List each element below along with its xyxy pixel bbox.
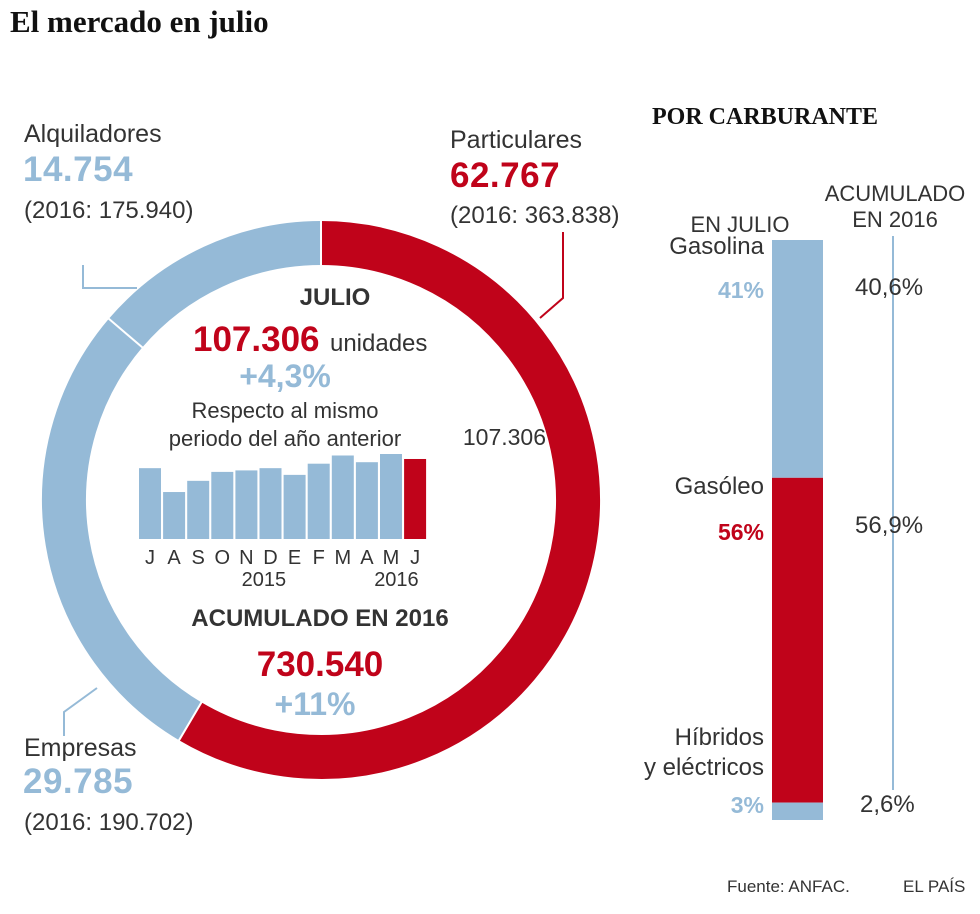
year-label-2016: 2016 [374, 569, 419, 591]
fuel-julio-gasolina: 41% [717, 277, 764, 303]
col-header-julio: EN JULIO [690, 212, 790, 237]
fuel-segment-hibridos [772, 802, 823, 820]
respecto-text: Respecto al mismo periodo del año anteri… [140, 397, 430, 453]
month-tick-label: M [383, 547, 400, 569]
col-header-acumulado: ACUMULADO EN 2016 [815, 181, 975, 233]
value-particulares: 62.767 [450, 156, 561, 195]
month-bar [235, 470, 258, 539]
highlight-bar-label: 107.306 [463, 424, 546, 450]
fuel-name-hibridos: Híbridos y eléctricos [560, 723, 764, 783]
leader-lines [63, 236, 894, 790]
month-bar [355, 462, 378, 539]
month-tick-label: M [334, 547, 351, 569]
month-bar [187, 480, 210, 539]
leader-particulares [539, 232, 564, 319]
col-header-acumulado-line-1: ACUMULADO [824, 181, 966, 206]
month-tick-label: S [192, 547, 205, 569]
footer-brand: EL PAÍS [903, 877, 966, 896]
fuel-name-hibridos-line-1: Híbridos [674, 724, 764, 751]
julio-total-row: 107.306 unidades [193, 320, 427, 360]
fuel-julio-gasoleo: 56% [717, 519, 764, 545]
respecto-line-1: Respecto al mismo [191, 398, 379, 423]
month-bar [283, 474, 306, 539]
fuel-acumulado-gasoleo: 56,9% [855, 512, 924, 539]
month-bar [211, 471, 234, 539]
month-bar [404, 458, 427, 539]
year-label-2015: 2015 [242, 569, 287, 591]
label-particulares: Particulares [450, 126, 582, 154]
value-empresas: 29.785 [23, 762, 134, 801]
col-header-acumulado-line-2: EN 2016 [852, 207, 938, 232]
month-bar [259, 468, 282, 539]
fuel-subtitle: POR CARBURANTE [652, 104, 879, 130]
julio-heading: JULIO [299, 284, 371, 311]
month-tick-label: O [215, 547, 231, 569]
fuel-acumulado-hibridos: 2,6% [860, 791, 915, 818]
month-tick-label: D [263, 547, 277, 569]
acumulado-total: 730.540 [256, 645, 384, 684]
leader-alquiladores [82, 265, 137, 289]
month-bar [163, 492, 186, 539]
prev-empresas: (2016: 190.702) [24, 809, 194, 836]
month-tick-label: A [360, 547, 374, 569]
month-tick-label: A [167, 547, 181, 569]
donut-chart [42, 220, 600, 779]
unidades-label: unidades [329, 330, 428, 357]
fuel-acumulado-gasolina: 40,6% [855, 274, 924, 301]
month-tick-label: E [288, 547, 301, 569]
label-alquiladores: Alquiladores [24, 120, 162, 148]
fuel-name-hibridos-line-2: y eléctricos [643, 754, 764, 781]
fuel-julio-hibridos: 3% [730, 792, 764, 818]
fuel-stacked-bar [772, 240, 823, 820]
value-alquiladores: 14.754 [23, 150, 134, 189]
month-bar [307, 463, 330, 539]
donut-slice-empresas [42, 318, 202, 741]
month-bar [380, 454, 402, 539]
footer-source: Fuente: ANFAC. [727, 877, 850, 896]
month-bar [139, 468, 161, 539]
leader-empresas [63, 687, 98, 736]
donut-slice-particulares [179, 221, 600, 779]
donut-separator [107, 317, 144, 349]
acumulado-heading: ACUMULADO EN 2016 [191, 605, 449, 632]
respecto-line-2: periodo del año anterior [168, 426, 402, 451]
fuel-name-gasolina: Gasolina [669, 233, 764, 260]
fuel-name-gasoleo: Gasóleo [674, 473, 764, 500]
fuel-segment-gasoleo [772, 477, 823, 803]
label-empresas: Empresas [24, 734, 137, 762]
julio-total: 107.306 [193, 320, 320, 359]
month-tick-label: N [239, 547, 253, 569]
month-tick-label: J [145, 547, 155, 569]
fuel-segment-gasolina [772, 240, 823, 478]
prev-particulares: (2016: 363.838) [450, 202, 620, 229]
donut-slice-alquiladores [108, 221, 322, 348]
month-tick-label: J [410, 547, 420, 569]
donut-separator [177, 700, 203, 742]
month-bar [331, 455, 354, 539]
prev-alquiladores: (2016: 175.940) [24, 197, 194, 224]
acumulado-change: +11% [274, 686, 356, 722]
month-tick-label: F [313, 547, 325, 569]
chart-title: El mercado en julio [10, 4, 269, 39]
julio-change: +4,3% [239, 358, 331, 394]
